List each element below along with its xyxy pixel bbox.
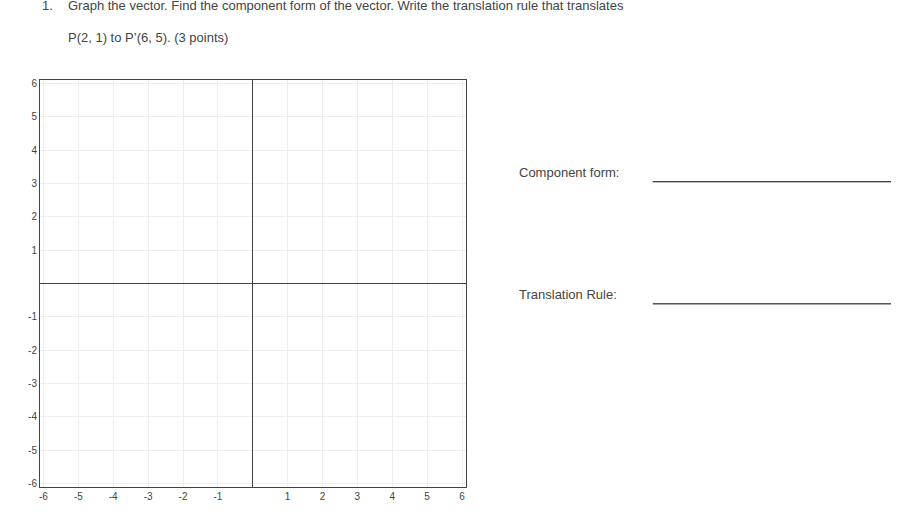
svg-text:2: 2 [320, 491, 326, 502]
svg-text:-4: -4 [109, 491, 118, 502]
svg-text:6: 6 [31, 78, 37, 89]
svg-text:1: 1 [31, 245, 37, 256]
svg-text:-6: -6 [28, 478, 37, 489]
svg-text:5: 5 [31, 111, 37, 122]
svg-text:-3: -3 [144, 491, 153, 502]
svg-text:4: 4 [389, 491, 395, 502]
svg-text:-2: -2 [179, 491, 188, 502]
svg-text:P(2, 1) to P’(6, 5). (3 points: P(2, 1) to P’(6, 5). (3 points) [68, 30, 228, 45]
svg-text:2: 2 [31, 211, 37, 222]
svg-text:-4: -4 [28, 411, 37, 422]
svg-text:-6: -6 [39, 491, 48, 502]
svg-text:5: 5 [424, 491, 430, 502]
svg-text:Translation Rule:: Translation Rule: [519, 287, 617, 302]
svg-text:-1: -1 [28, 311, 37, 322]
svg-text:-3: -3 [28, 378, 37, 389]
svg-text:1: 1 [285, 491, 291, 502]
svg-text:Component form:: Component form: [519, 165, 619, 180]
svg-text:Graph the vector. Find the com: Graph the vector. Find the component for… [68, 0, 624, 13]
svg-text:-5: -5 [28, 445, 37, 456]
svg-text:3: 3 [31, 178, 37, 189]
svg-text:6: 6 [459, 491, 465, 502]
svg-text:-2: -2 [28, 345, 37, 356]
svg-text:4: 4 [31, 145, 37, 156]
svg-text:-1: -1 [213, 491, 222, 502]
svg-text:3: 3 [355, 491, 361, 502]
svg-text:1.: 1. [42, 0, 53, 13]
svg-text:-5: -5 [74, 491, 83, 502]
